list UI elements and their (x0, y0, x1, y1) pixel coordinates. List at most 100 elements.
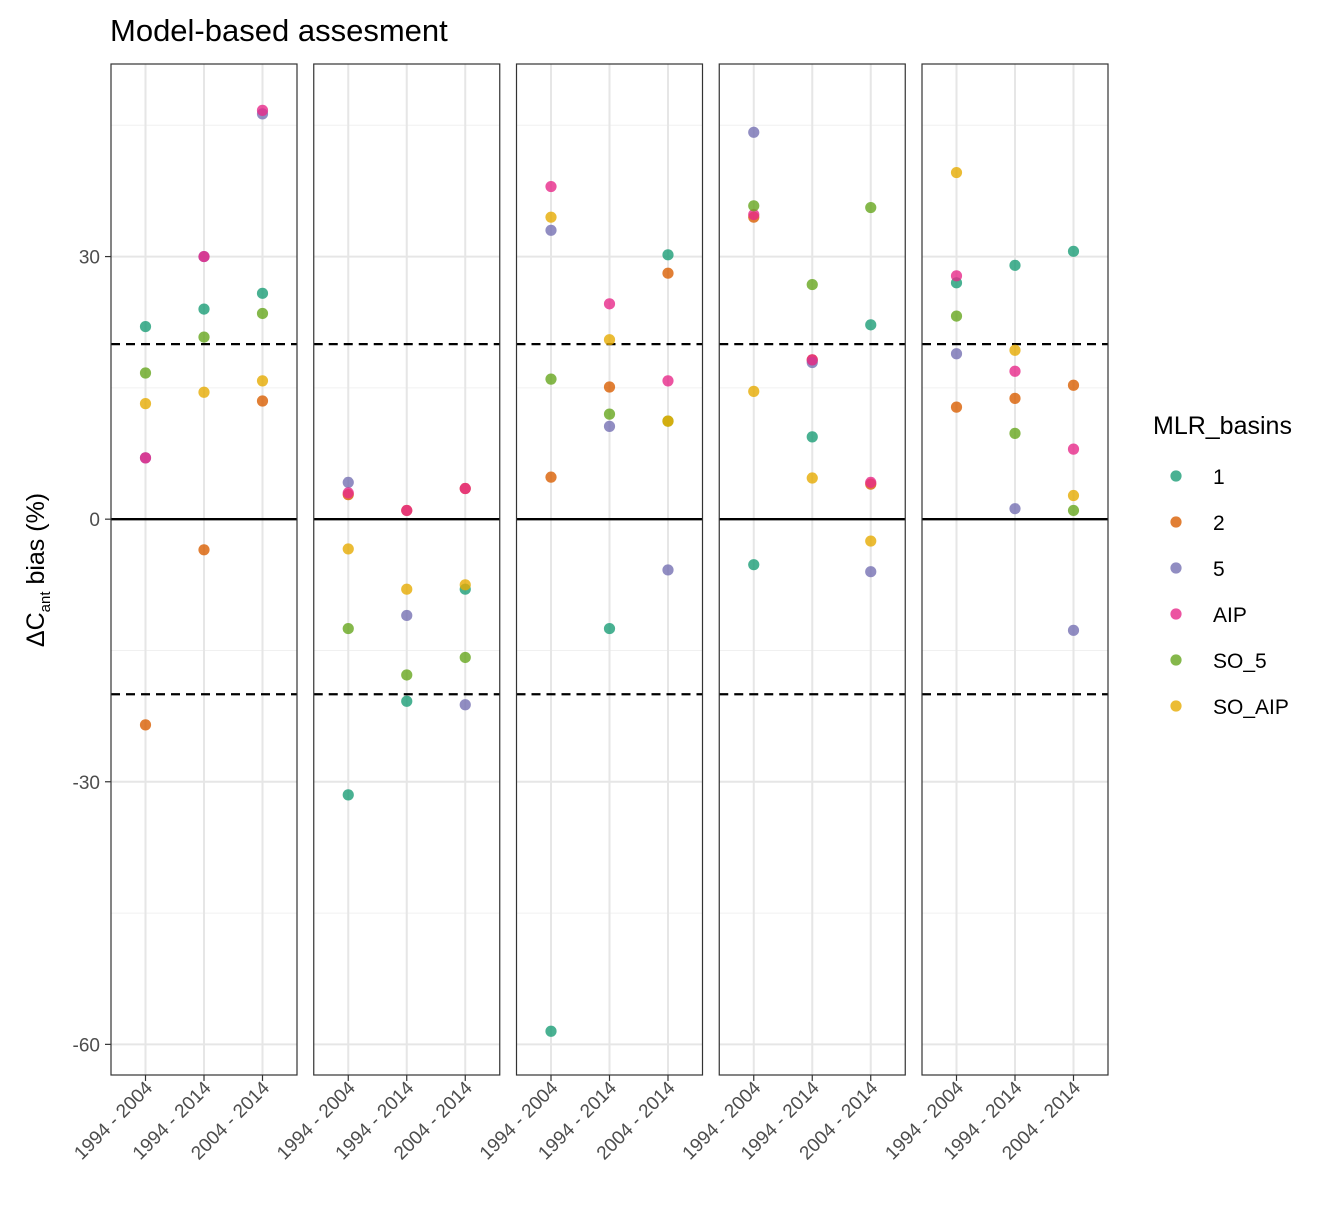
y-tick-label: 30 (79, 248, 100, 269)
y-tick-label: -30 (73, 773, 100, 794)
legend: MLR_basins 1 2 5 AIP SO_5 SO_AIP (1153, 412, 1292, 719)
y-axis-label-suffix: bias (%) (22, 493, 50, 592)
data-point-so-aip (401, 583, 413, 595)
data-point-so-aip (950, 166, 963, 179)
data-point-5 (865, 566, 877, 578)
data-point-so-5 (748, 200, 760, 212)
data-point-aip (401, 504, 413, 517)
data-point-2 (139, 719, 152, 731)
data-point-so-aip (342, 543, 354, 555)
data-point-aip (748, 208, 760, 221)
data-point-aip (1009, 365, 1021, 377)
data-point-so-5 (806, 278, 818, 291)
data-point-aip (256, 104, 269, 116)
data-point-1 (401, 695, 413, 707)
legend-label: 1 (1213, 466, 1225, 489)
y-tick-label: -60 (73, 1035, 100, 1056)
data-point-so-aip (459, 579, 471, 591)
data-point-aip (662, 375, 674, 387)
legend-label: SO_AIP (1213, 696, 1289, 719)
data-point-2 (1067, 379, 1080, 391)
data-point-so-aip (198, 386, 210, 398)
data-point-so-aip (865, 535, 877, 547)
data-point-so-5 (342, 622, 354, 635)
data-point-5 (748, 126, 760, 138)
legend-key (1170, 470, 1182, 482)
data-point-aip (1067, 443, 1080, 455)
data-point-1 (1067, 245, 1080, 257)
legend-entries: 1 2 5 AIP SO_5 SO_AIP (1170, 466, 1289, 719)
data-point-2 (603, 381, 616, 393)
data-point-aip (139, 452, 152, 464)
data-point-1 (342, 789, 354, 801)
data-point-5 (342, 476, 354, 489)
data-point-so-aip (545, 211, 557, 223)
data-point-2 (950, 401, 963, 413)
legend-label: 2 (1213, 512, 1225, 535)
y-tick-label: 0 (89, 510, 100, 531)
data-point-aip (950, 270, 963, 282)
y-axis-label-prefix: ΔC (22, 612, 50, 647)
data-point-so-5 (545, 373, 557, 385)
data-point-2 (662, 267, 674, 279)
data-point-1 (865, 319, 877, 331)
data-point-so-5 (1067, 504, 1080, 517)
data-point-so-5 (198, 331, 210, 343)
data-point-2 (198, 544, 210, 556)
data-point-5 (1067, 624, 1080, 636)
legend-title: MLR_basins (1153, 412, 1292, 440)
data-point-1 (806, 431, 818, 443)
data-point-so-aip (603, 334, 616, 346)
data-point-so-5 (603, 408, 616, 420)
data-point-so-5 (139, 367, 152, 379)
data-point-2 (256, 395, 269, 407)
data-point-so-5 (401, 669, 413, 681)
legend-label: AIP (1213, 604, 1247, 627)
legend-key (1170, 516, 1182, 528)
legend-key (1170, 654, 1182, 666)
data-point-2 (545, 471, 557, 483)
data-point-so-5 (865, 201, 877, 214)
data-point-aip (459, 482, 471, 495)
data-point-1 (603, 622, 616, 635)
data-point-aip (545, 180, 557, 193)
chart-title: Model-based assesment (110, 13, 448, 48)
data-point-aip (198, 250, 210, 263)
data-point-aip (342, 487, 354, 499)
y-axis: -60 -30 0 30 (73, 248, 111, 1056)
data-point-1 (256, 287, 269, 299)
data-point-aip (865, 476, 877, 489)
data-point-1 (545, 1025, 557, 1037)
y-axis-label-subscript: ant (37, 591, 54, 613)
data-point-so-aip (748, 385, 760, 397)
data-point-1 (198, 303, 210, 315)
data-point-5 (950, 348, 963, 360)
data-point-5 (401, 609, 413, 622)
data-point-1 (748, 559, 760, 571)
data-point-so-5 (1009, 427, 1021, 439)
legend-key (1170, 700, 1182, 712)
data-point-5 (545, 224, 557, 236)
legend-key (1170, 608, 1182, 620)
data-point-2 (1009, 392, 1021, 404)
data-point-1 (662, 249, 674, 261)
data-point-aip (603, 298, 616, 310)
data-point-so-aip (256, 375, 269, 387)
data-point-so-aip (1067, 489, 1080, 502)
data-point-5 (459, 699, 471, 711)
data-point-5 (603, 420, 616, 432)
data-point-1 (139, 320, 152, 333)
legend-label: 5 (1213, 558, 1225, 581)
legend-key (1170, 562, 1182, 574)
data-point-so-aip (1009, 344, 1021, 356)
legend-label: SO_5 (1213, 650, 1267, 673)
data-point-so-5 (459, 651, 471, 664)
data-point-aip (806, 354, 818, 366)
